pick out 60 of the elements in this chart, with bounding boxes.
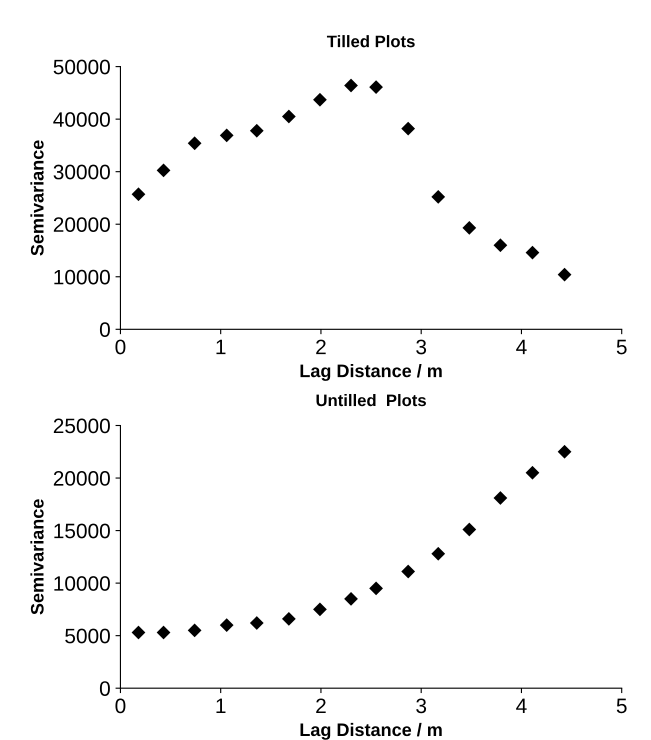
point	[432, 547, 445, 560]
y-tick-label: 30000	[54, 164, 110, 180]
point	[132, 188, 146, 201]
y-tick-label: 0	[100, 681, 110, 696]
point	[282, 612, 296, 626]
x-tick-label: 3	[416, 340, 426, 354]
x-tick-label: 4	[516, 698, 527, 714]
point	[282, 110, 296, 124]
x-tick-label: 5	[616, 340, 627, 354]
point	[344, 592, 358, 606]
x-tick-label: 3	[416, 698, 426, 714]
point	[132, 626, 146, 640]
point	[188, 624, 202, 637]
y-axis-title: Semivariance	[30, 499, 44, 615]
y-tick-label: 10000	[54, 576, 110, 591]
point	[494, 491, 507, 505]
point	[494, 238, 507, 252]
point	[558, 268, 572, 282]
point	[313, 93, 327, 106]
point	[558, 445, 572, 458]
y-tick-label: 15000	[54, 524, 110, 538]
point	[250, 124, 264, 138]
x-tick-label: 2	[316, 340, 326, 354]
y-tick-label: 50000	[54, 60, 110, 74]
x-tick-label: 5	[616, 698, 627, 714]
point	[156, 164, 170, 177]
y-tick-label: 25000	[54, 418, 110, 434]
chart-title: Untilled Plots	[316, 394, 426, 406]
y-tick-label: 5000	[65, 628, 110, 644]
point	[526, 466, 540, 480]
point	[462, 221, 476, 234]
x-tick-label: 1	[216, 698, 226, 714]
point	[156, 626, 170, 640]
x-tick-label: 4	[516, 340, 527, 354]
point	[220, 128, 234, 142]
point	[402, 122, 415, 136]
point	[250, 616, 264, 630]
y-tick-label: 20000	[54, 471, 110, 486]
point	[462, 522, 476, 536]
point	[188, 136, 202, 150]
x-tick-label: 0	[115, 340, 126, 354]
point	[220, 618, 234, 632]
point	[526, 246, 540, 260]
x-tick-label: 0	[115, 698, 126, 714]
chart-title: Tilled Plots	[326, 35, 415, 48]
point	[432, 190, 445, 204]
point	[369, 582, 383, 595]
y-tick-label: 10000	[54, 270, 110, 285]
y-tick-label: 20000	[54, 217, 110, 232]
x-tick-label: 1	[216, 340, 226, 354]
x-axis-title: Lag Distance / m	[300, 722, 442, 740]
point	[369, 80, 383, 94]
point	[344, 78, 358, 92]
y-tick-label: 0	[100, 322, 110, 338]
y-tick-label: 40000	[53, 112, 110, 127]
point	[402, 564, 415, 578]
y-axis-title: Semivariance	[30, 140, 44, 256]
point	[313, 602, 327, 616]
x-axis-title: Lag Distance / m	[300, 364, 442, 381]
x-tick-label: 2	[316, 698, 326, 714]
